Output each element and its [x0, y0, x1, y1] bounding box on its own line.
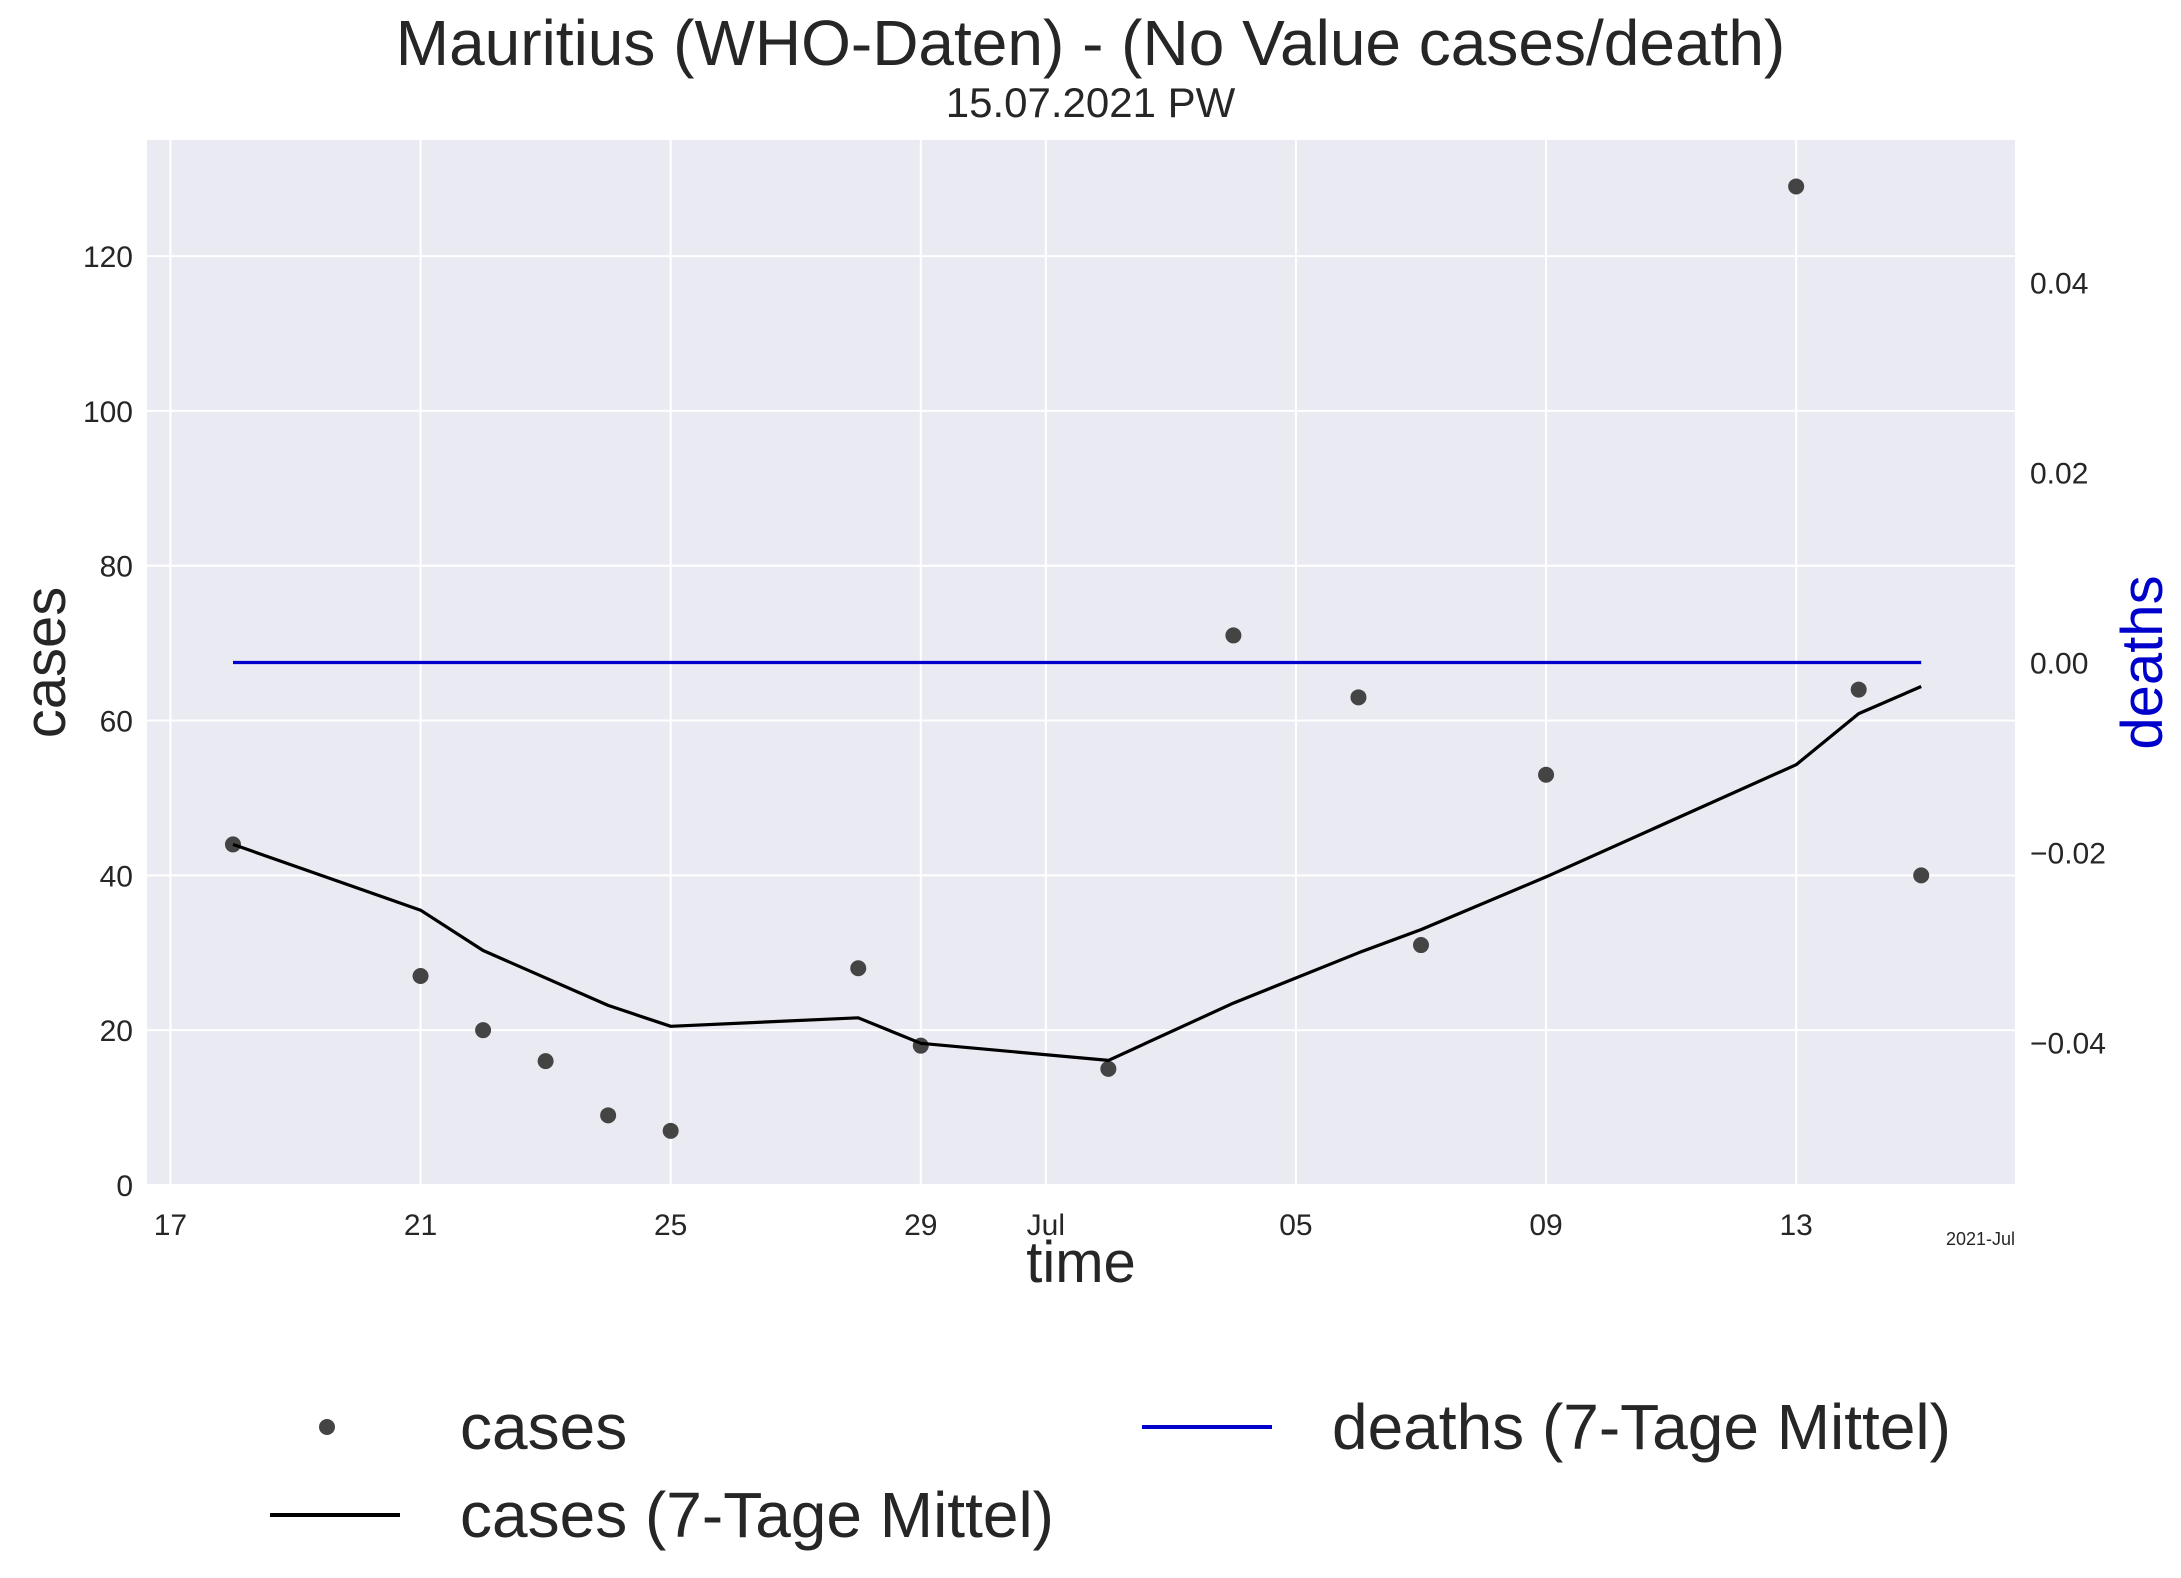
data-point — [850, 960, 867, 977]
x-tick-label: 29 — [904, 1209, 937, 1242]
x-tick-label: 17 — [154, 1209, 187, 1242]
x-tick-label: 13 — [1779, 1209, 1812, 1242]
x-tick-label: 09 — [1529, 1209, 1562, 1242]
x-tick-label: 05 — [1279, 1209, 1312, 1242]
y-axis-label: cases — [13, 587, 78, 739]
x-tick-label: Jul — [1027, 1209, 1065, 1242]
legend-item-cases: cases — [250, 1390, 627, 1464]
data-point — [662, 1122, 679, 1139]
y2-tick-label: −0.02 — [2030, 838, 2106, 871]
series-line-cases-avg — [232, 685, 1922, 1062]
y2-axis-label: deaths — [2110, 575, 2175, 749]
legend-marker-cases — [250, 1397, 420, 1457]
y-tick-label: 80 — [100, 551, 133, 584]
data-point — [537, 1053, 554, 1070]
legend-item-deaths-avg: deaths (7-Tage Mittel) — [1122, 1390, 1951, 1464]
data-point — [475, 1022, 492, 1039]
data-point — [224, 836, 241, 853]
y-tick-label: 40 — [100, 860, 133, 893]
legend-label-cases: cases — [460, 1391, 628, 1463]
legend-item-cases-avg: cases (7-Tage Mittel) — [250, 1478, 1054, 1552]
data-point — [1788, 178, 1805, 195]
chart-area: 17 21 25 29 Jul 05 09 13 0 20 40 60 80 100 120 0.04 0.02… — [13, 140, 2175, 1295]
legend-marker-deaths-avg — [1122, 1397, 1292, 1457]
y-tick-label: 120 — [83, 241, 133, 274]
y-tick-label: 60 — [100, 706, 133, 739]
legend-marker-cases-avg — [250, 1485, 420, 1545]
data-point — [600, 1107, 617, 1124]
data-point — [412, 968, 429, 984]
x-tick-label: 25 — [654, 1209, 687, 1242]
data-point — [1350, 689, 1367, 706]
y2-tick-label: −0.04 — [2030, 1028, 2106, 1061]
x-offset-label: 2021-Jul — [1946, 1229, 2015, 1249]
y-tick-label: 100 — [83, 396, 133, 429]
data-point — [1850, 681, 1867, 698]
y2-tick-label: 0.02 — [2030, 458, 2088, 491]
data-point — [1412, 937, 1429, 954]
legend-label-cases-avg: cases (7-Tage Mittel) — [460, 1479, 1054, 1551]
legend-label-deaths-avg: deaths (7-Tage Mittel) — [1332, 1391, 1951, 1463]
x-axis-label: time — [1026, 1230, 1136, 1295]
series-points-cases — [224, 178, 1930, 1139]
data-point — [1225, 627, 1242, 644]
data-point — [1538, 766, 1555, 783]
chart-subtitle: 15.07.2021 PW — [945, 79, 1236, 126]
data-point — [1913, 867, 1930, 884]
y-tick-label: 20 — [100, 1015, 133, 1048]
y-tick-label: 0 — [116, 1170, 133, 1203]
legend: cases cases (7-Tage Mittel) deaths (7-Ta… — [0, 1360, 2181, 1560]
chart-title: Mauritius (WHO-Daten) - (No Value cases/… — [395, 7, 1786, 79]
x-tick-label: 21 — [404, 1209, 437, 1242]
data-point — [1100, 1060, 1117, 1077]
y2-tick-label: 0.04 — [2030, 268, 2088, 301]
y2-tick-label: 0.00 — [2030, 648, 2088, 681]
